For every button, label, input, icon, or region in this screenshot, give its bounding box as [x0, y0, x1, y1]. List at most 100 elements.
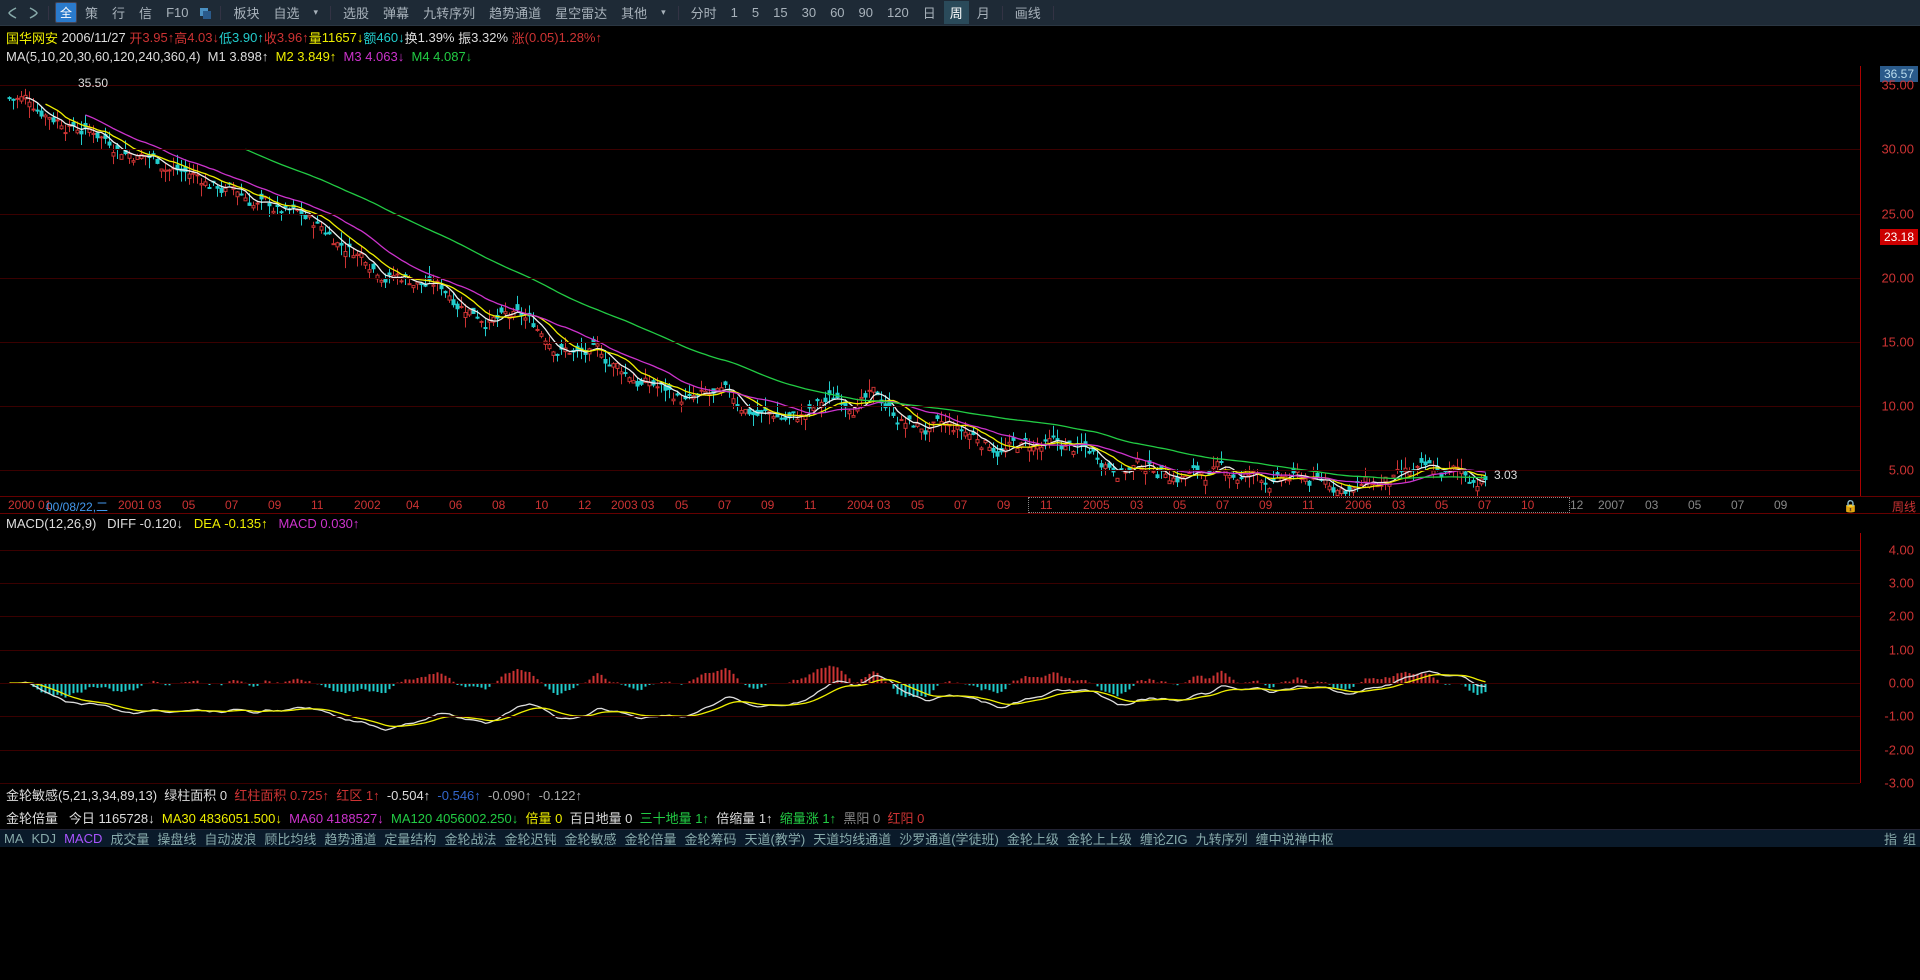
- sensitivity-bar: 金轮敏感(5,21,3,34,89,13) 绿柱面积 0 红柱面积 0.725↑…: [0, 783, 1920, 806]
- macd-chart[interactable]: -3.00-2.00-1.000.001.002.003.004.00: [0, 533, 1920, 783]
- time-tick: 09: [997, 498, 1010, 512]
- time-tick: 11: [311, 498, 323, 512]
- period-周[interactable]: 周: [944, 1, 969, 24]
- period-5[interactable]: 5: [746, 3, 765, 22]
- open-value: 3.95↑: [142, 30, 174, 45]
- indicator-tab[interactable]: 金轮筹码: [685, 829, 737, 848]
- menu-sector[interactable]: 板块: [227, 1, 265, 24]
- indicator-tab[interactable]: 金轮战法: [444, 829, 496, 848]
- indicator-tab[interactable]: 顾比均线: [264, 829, 316, 848]
- menu-trend[interactable]: 趋势通道: [483, 1, 547, 24]
- indicator-tab[interactable]: 天道均线通道: [813, 829, 891, 848]
- indicator-tab[interactable]: 九转序列: [1196, 829, 1248, 848]
- indicator-tab[interactable]: 缠论ZIG: [1140, 829, 1188, 848]
- ma-item: M4 4.087↓: [411, 49, 472, 64]
- box-all[interactable]: 全: [55, 2, 77, 23]
- low-label: 低: [219, 28, 232, 47]
- draw-line[interactable]: 画线: [1009, 1, 1047, 24]
- indicator-tab[interactable]: 金轮倍量: [624, 829, 676, 848]
- time-tick: 2000 01: [8, 498, 51, 512]
- sens-item: 红柱面积 0.725↑: [234, 788, 329, 803]
- time-tick: 12: [578, 498, 591, 512]
- period-15[interactable]: 15: [767, 3, 793, 22]
- menu-other[interactable]: 其他: [615, 1, 653, 24]
- indicator-tab[interactable]: 金轮迟钝: [504, 829, 556, 848]
- indicator-tab[interactable]: 定量结构: [384, 829, 436, 848]
- menu-watchlist[interactable]: 自选: [267, 1, 305, 24]
- time-tick: 00/08/22,二: [46, 498, 108, 515]
- today-label: 今日: [69, 811, 95, 826]
- indicator-tab[interactable]: 操盘线: [157, 829, 196, 848]
- vol-item: 1165728↓: [99, 811, 155, 826]
- indicator-tab[interactable]: 缠中说禅中枢: [1256, 829, 1334, 848]
- period-90[interactable]: 90: [853, 3, 879, 22]
- time-tick: 07: [225, 498, 238, 512]
- time-tick: 05: [182, 498, 195, 512]
- indicator-tab[interactable]: 自动波浪: [204, 829, 256, 848]
- sens-item: -0.546↑: [437, 788, 480, 803]
- separator: [678, 6, 679, 20]
- period-月[interactable]: 月: [971, 1, 996, 24]
- chg-value: (0.05)1.28%↑: [525, 30, 602, 45]
- menu-radar[interactable]: 星空雷达: [549, 1, 613, 24]
- indicator-tab[interactable]: 沙罗通道(学徒班): [899, 829, 999, 848]
- time-tick: 2004 03: [847, 498, 890, 512]
- diff-label: DIFF: [107, 516, 136, 531]
- diff-value: -0.120↓: [140, 516, 183, 531]
- time-tick: 03: [1645, 498, 1658, 512]
- lock-icon[interactable]: 🔒: [1843, 499, 1858, 513]
- tab-group[interactable]: 组: [1903, 829, 1916, 848]
- indicator-tab[interactable]: 金轮敏感: [564, 829, 616, 848]
- indicator-tab[interactable]: 金轮上级: [1007, 829, 1059, 848]
- vol-item: MA30 4836051.500↓: [162, 811, 282, 826]
- box-strategy[interactable]: 策: [79, 1, 104, 24]
- stock-name: 国华网安: [6, 28, 58, 47]
- tab-indicator[interactable]: 指: [1884, 829, 1897, 848]
- low-value: 3.90↑: [232, 30, 264, 45]
- amt-label: 额: [363, 28, 376, 47]
- indicator-tab[interactable]: MACD: [64, 831, 102, 846]
- menu-screener[interactable]: 选股: [337, 1, 375, 24]
- period-indicator: 周线: [1892, 498, 1916, 515]
- period-日[interactable]: 日: [917, 1, 942, 24]
- menu-danmu[interactable]: 弹幕: [377, 1, 415, 24]
- time-axis[interactable]: 2000 0100/08/22,二2001 030507091120020406…: [0, 496, 1920, 514]
- box-info[interactable]: 信: [133, 1, 158, 24]
- macd-value: 0.030↑: [320, 516, 359, 531]
- forward-icon[interactable]: [24, 4, 42, 22]
- stock-info-bar: 国华网安 2006/11/27 开3.95↑ 高4.03↓ 低3.90↑ 收3.…: [0, 26, 1920, 49]
- indicator-tab[interactable]: KDJ: [32, 831, 57, 846]
- dropdown-icon[interactable]: ▾: [308, 5, 325, 20]
- copy-icon[interactable]: [196, 4, 214, 22]
- time-tick: 05: [911, 498, 924, 512]
- period-120[interactable]: 120: [881, 3, 915, 22]
- period-60[interactable]: 60: [824, 3, 850, 22]
- ma-params: MA(5,10,20,30,60,120,240,360,4): [6, 49, 200, 64]
- menu-nine[interactable]: 九转序列: [417, 1, 481, 24]
- low-annotation: 3.03: [1494, 468, 1517, 482]
- indicator-tab[interactable]: 成交量: [110, 829, 149, 848]
- indicator-tab[interactable]: MA: [4, 831, 24, 846]
- separator: [330, 6, 331, 20]
- box-quote[interactable]: 行: [106, 1, 131, 24]
- indicator-tab[interactable]: 天道(教学): [745, 829, 806, 848]
- period-label[interactable]: 分时: [685, 1, 723, 24]
- time-tick: 09: [1774, 498, 1787, 512]
- indicator-tab[interactable]: 趋势通道: [324, 829, 376, 848]
- back-icon[interactable]: [4, 4, 22, 22]
- separator: [1002, 6, 1003, 20]
- period-1[interactable]: 1: [725, 3, 744, 22]
- indicator-tab[interactable]: 金轮上上级: [1067, 829, 1132, 848]
- box-f10[interactable]: F10: [160, 3, 194, 22]
- time-tick: 2002: [354, 498, 381, 512]
- vol-label: 量: [309, 28, 322, 47]
- turn-label: 换: [405, 28, 418, 47]
- price-chart[interactable]: 35.50 3.03 36.57 5.0010.0015.0020.0025.0…: [0, 66, 1920, 496]
- period-30[interactable]: 30: [796, 3, 822, 22]
- dropdown-icon[interactable]: ▾: [655, 5, 672, 20]
- high-annotation: 35.50: [78, 76, 108, 90]
- macd-label: MACD(12,26,9): [6, 516, 96, 531]
- ma-item: M2 3.849↑: [276, 49, 337, 64]
- close-value: 3.96↑: [277, 30, 309, 45]
- top-toolbar: 全 策 行 信 F10 板块 自选 ▾ 选股 弹幕 九转序列 趋势通道 星空雷达…: [0, 0, 1920, 26]
